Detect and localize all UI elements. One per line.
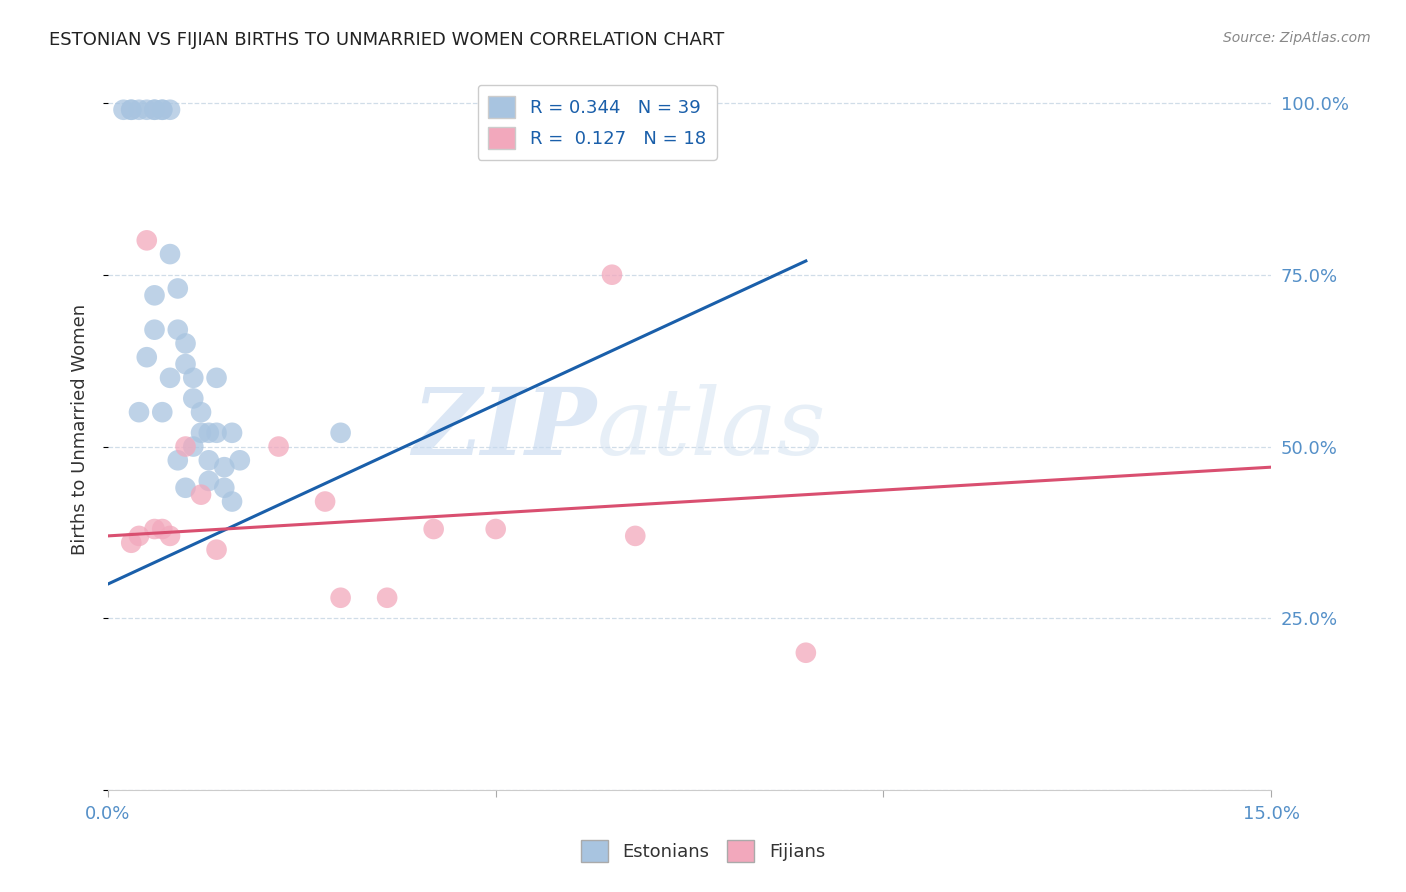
Point [150, 522, 173, 536]
Point [600, 268, 623, 282]
Text: atlas: atlas [596, 384, 825, 475]
Point [120, 535, 142, 549]
Point [166, 281, 188, 295]
Point [135, 103, 157, 117]
Point [205, 425, 228, 440]
Text: ESTONIAN VS FIJIAN BIRTHS TO UNMARRIED WOMEN CORRELATION CHART: ESTONIAN VS FIJIAN BIRTHS TO UNMARRIED W… [49, 31, 724, 49]
Point [329, 425, 352, 440]
Y-axis label: Births to Unmarried Women: Births to Unmarried Women [72, 304, 89, 555]
Point [159, 371, 181, 385]
Point [166, 453, 188, 467]
Point [198, 453, 221, 467]
Point [150, 103, 173, 117]
Point [128, 103, 150, 117]
Point [221, 425, 243, 440]
Point [128, 405, 150, 419]
Point [181, 371, 204, 385]
Point [422, 522, 444, 536]
Point [205, 371, 228, 385]
Point [150, 103, 173, 117]
Legend: Estonians, Fijians: Estonians, Fijians [574, 833, 832, 870]
Point [221, 494, 243, 508]
Point [120, 103, 142, 117]
Point [166, 323, 188, 337]
Point [181, 392, 204, 406]
Point [174, 336, 197, 351]
Point [143, 323, 166, 337]
Point [143, 522, 166, 536]
Point [485, 522, 508, 536]
Point [135, 233, 157, 247]
Point [198, 425, 221, 440]
Point [624, 529, 647, 543]
Point [214, 481, 236, 495]
Point [135, 350, 157, 364]
Point [174, 357, 197, 371]
Point [159, 529, 181, 543]
Point [181, 440, 204, 454]
Point [120, 103, 142, 117]
Point [143, 103, 166, 117]
Point [190, 488, 212, 502]
Point [174, 481, 197, 495]
Point [794, 646, 817, 660]
Point [375, 591, 398, 605]
Point [214, 460, 236, 475]
Point [190, 425, 212, 440]
Point [143, 103, 166, 117]
Point [159, 247, 181, 261]
Point [174, 440, 197, 454]
Text: Source: ZipAtlas.com: Source: ZipAtlas.com [1223, 31, 1371, 45]
Point [190, 405, 212, 419]
Point [143, 288, 166, 302]
Point [128, 529, 150, 543]
Point [112, 103, 135, 117]
Point [314, 494, 336, 508]
Point [205, 542, 228, 557]
Point [198, 474, 221, 488]
Point [150, 405, 173, 419]
Text: ZIP: ZIP [412, 384, 596, 475]
Legend: R = 0.344   N = 39, R =  0.127   N = 18: R = 0.344 N = 39, R = 0.127 N = 18 [478, 85, 717, 160]
Point [229, 453, 252, 467]
Point [267, 440, 290, 454]
Point [159, 103, 181, 117]
Point [329, 591, 352, 605]
